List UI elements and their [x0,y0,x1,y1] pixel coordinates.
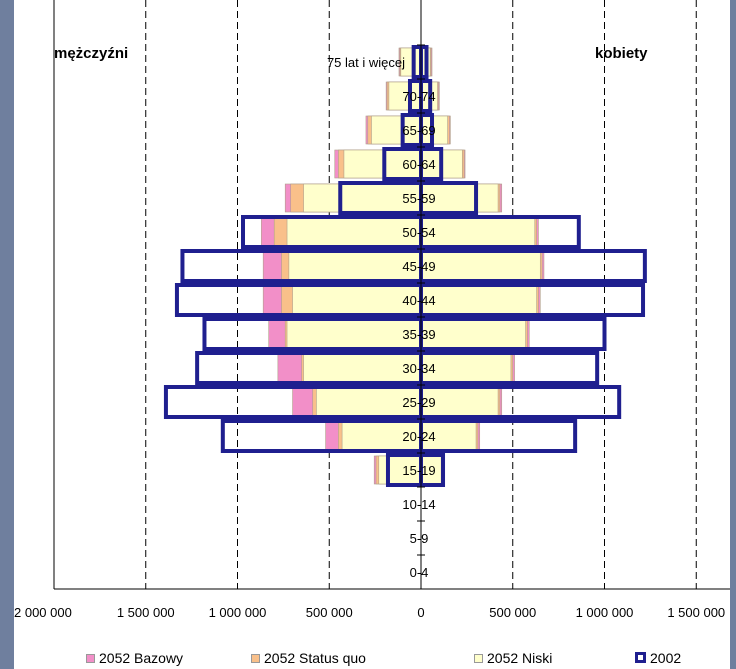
label-layer: 0-4 5-9 10-14 15-19 20-24 25-29 30-34 35-39 40-4… [14,55,725,620]
chart-frame: 0-4 5-9 10-14 15-19 20-24 25-29 30-34 35-39 40-4… [14,0,730,669]
category-label: 70-74 [402,89,435,104]
bar-men-niski [286,217,422,247]
x-tick-label: 2 000 000 [14,605,72,620]
bar-women-niski [420,319,526,349]
population-pyramid-chart: 0-4 5-9 10-14 15-19 20-24 25-29 30-34 35-39 40-4… [14,0,730,620]
bar-women-niski [420,285,537,315]
x-tick-label: 0 [417,605,424,620]
bar-layer [163,45,647,487]
legend-swatch [251,654,260,663]
category-label: 30-34 [402,361,435,376]
legend-label: 2052 Niski [487,650,553,666]
x-tick-label: 500 000 [306,605,353,620]
legend-item: 2052 Bazowy [86,650,183,666]
bar-women-niski [420,421,477,451]
bar-women-niski [420,387,499,417]
bar-men-niski [303,183,422,213]
axis-layer [53,0,730,590]
bar-men-niski [303,353,422,383]
legend-item: 2052 Niski [474,650,552,666]
category-label: 50-54 [402,225,435,240]
category-label: 60-64 [402,157,435,172]
category-label: 5-9 [410,531,429,546]
category-label: 25-29 [402,395,435,410]
legend-item: 2002 [635,650,681,666]
category-label: 10-14 [402,497,435,512]
legend-item: 2052 Status quo [251,650,366,666]
legend-label: 2002 [650,650,682,666]
bar-women-niski [420,251,541,281]
legend-label: 2052 Bazowy [99,650,184,666]
legend-swatch [474,654,483,663]
bar-men-niski [286,319,422,349]
x-tick-label: 1 500 000 [117,605,175,620]
bar-women-niski [420,217,536,247]
women-side-label: kobiety [595,45,648,62]
x-tick-label: 500 000 [489,605,536,620]
category-label: 35-39 [402,327,435,342]
category-label: 40-44 [402,293,435,308]
x-tick-label: 1 000 000 [576,605,634,620]
category-label: 45-49 [402,259,435,274]
category-label: 0-4 [410,565,429,580]
bar-women-niski [420,115,448,145]
legend-label: 2052 Status quo [264,650,366,666]
x-tick-label: 1 500 000 [667,605,725,620]
category-label: 15-19 [402,463,435,478]
grid-layer [145,0,697,589]
category-label: 55-59 [402,191,435,206]
category-label: 20-24 [402,429,435,444]
legend-swatch [86,654,95,663]
men-side-label: mężczyźni [54,45,128,62]
category-label: 75 lat i więcej [327,55,405,70]
x-tick-label: 1 000 000 [209,605,267,620]
legend: 2052 Bazowy 2052 Status quo 2052 Niski 2002 [28,647,736,669]
bar-men-niski [292,285,422,315]
legend-swatch [635,652,646,663]
bar-men-niski [388,81,422,111]
category-label: 65-69 [402,123,435,138]
bar-men-niski [288,251,422,281]
